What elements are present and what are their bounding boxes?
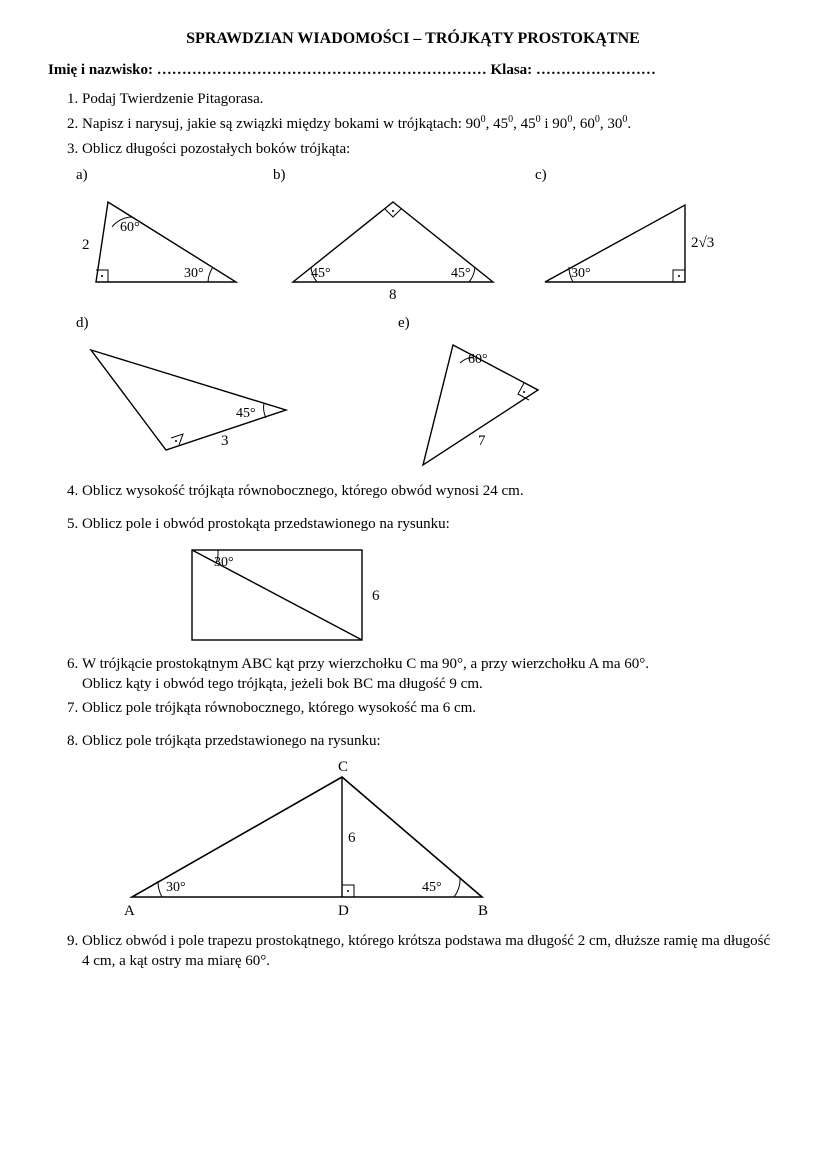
fig-e: e) 60° 7 (398, 313, 558, 475)
q8: Oblicz pole trójkąta przedstawionego na … (82, 731, 778, 927)
angB-45: 45° (422, 880, 442, 895)
lbl-A: A (124, 903, 135, 919)
q6: W trójkącie prostokątnym ABC kąt przy wi… (82, 654, 778, 695)
page-title: SPRAWDZIAN WIADOMOŚCI – TRÓJKĄTY PROSTOK… (48, 30, 778, 48)
q2-t: , 45 (513, 116, 536, 132)
triangle-d: 45° 3 (76, 335, 306, 465)
q2-t: . (627, 116, 631, 132)
q9-text: Oblicz obwód i pole trapezu prostokątneg… (82, 933, 770, 969)
class-dots: …………………… (532, 62, 656, 78)
fig8-wrap: C A B D 6 30° 45° (112, 757, 778, 927)
ang-45l: 45° (311, 266, 331, 281)
name-dots: ………………………………………………………… (153, 62, 491, 78)
q2: Napisz i narysuj, jakie są związki międz… (82, 113, 778, 134)
ang-45r: 45° (451, 266, 471, 281)
q4: Oblicz wysokość trójkąta równobocznego, … (82, 481, 778, 501)
side-6-5: 6 (372, 588, 380, 604)
q5: Oblicz pole i obwód prostokąta przedstaw… (82, 514, 778, 650)
label-a: a) (76, 165, 88, 185)
ang-30: 30° (184, 266, 204, 281)
triangle-8: C A B D 6 30° 45° (112, 757, 542, 927)
rectangle-fig: 30° 6 (182, 540, 402, 650)
ang-30c: 30° (571, 266, 591, 281)
fig-c: c) 30° 2√3 (535, 165, 735, 307)
angA-30: 30° (166, 880, 186, 895)
q1: Podaj Twierdzenie Pitagorasa. (82, 89, 778, 109)
triangle-b: 45° 45° 8 (273, 187, 513, 307)
fig-row-1: a) 60° 30° 2 b) (76, 165, 778, 307)
label-c: c) (535, 165, 547, 185)
q1-text: Podaj Twierdzenie Pitagorasa. (82, 91, 264, 107)
label-b: b) (273, 165, 286, 185)
lbl-C: C (338, 759, 348, 775)
name-label: Imię i nazwisko: (48, 62, 153, 78)
q2-t: Napisz i narysuj, jakie są związki międz… (82, 116, 481, 132)
q2-t: , 45 (486, 116, 509, 132)
q2-t: , 60 (572, 116, 595, 132)
lbl-D: D (338, 903, 349, 919)
ang-60: 60° (120, 220, 140, 235)
fig-b: b) 45° 45° 8 (273, 165, 513, 307)
side-2: 2 (82, 237, 90, 253)
q7: Oblicz pole trójkąta równobocznego, któr… (82, 698, 778, 718)
q6b-text: Oblicz kąty i obwód tego trójkąta, jeżel… (82, 676, 483, 692)
q8-text: Oblicz pole trójkąta przedstawionego na … (82, 733, 381, 749)
q3-text: Oblicz długości pozostałych boków trójką… (82, 141, 350, 157)
side-7: 7 (478, 433, 486, 449)
side-2r3: 2√3 (691, 235, 714, 251)
q3: Oblicz długości pozostałych boków trójką… (82, 139, 778, 476)
h-6: 6 (348, 830, 356, 846)
label-e: e) (398, 313, 410, 333)
q7-text: Oblicz pole trójkąta równobocznego, któr… (82, 700, 476, 716)
ang-30-5: 30° (214, 555, 234, 570)
triangle-a: 60° 30° 2 (76, 187, 251, 297)
lbl-B: B (478, 903, 488, 919)
triangle-e: 60° 7 (398, 335, 558, 475)
base-3: 3 (221, 433, 229, 449)
q4-text: Oblicz wysokość trójkąta równobocznego, … (82, 483, 524, 499)
class-label: Klasa: (491, 62, 533, 78)
fig-a: a) 60° 30° 2 (76, 165, 251, 307)
ang-60e: 60° (468, 352, 488, 367)
base-8: 8 (389, 287, 397, 303)
q6a-text: W trójkącie prostokątnym ABC kąt przy wi… (82, 656, 649, 672)
question-list: Podaj Twierdzenie Pitagorasa. Napisz i n… (48, 89, 778, 971)
triangle-c: 30° 2√3 (535, 187, 735, 297)
name-line: Imię i nazwisko: ………………………………………………………… … (48, 62, 778, 79)
fig-d: d) 45° 3 (76, 313, 306, 475)
fig5-wrap: 30° 6 (182, 540, 778, 650)
fig-row-2: d) 45° 3 e) (76, 313, 778, 475)
ang-45d: 45° (236, 406, 256, 421)
q2-t: , 30 (600, 116, 623, 132)
q5-text: Oblicz pole i obwód prostokąta przedstaw… (82, 516, 450, 532)
q2-t: i 90 (541, 116, 568, 132)
label-d: d) (76, 313, 89, 333)
q9: Oblicz obwód i pole trapezu prostokątneg… (82, 931, 778, 972)
